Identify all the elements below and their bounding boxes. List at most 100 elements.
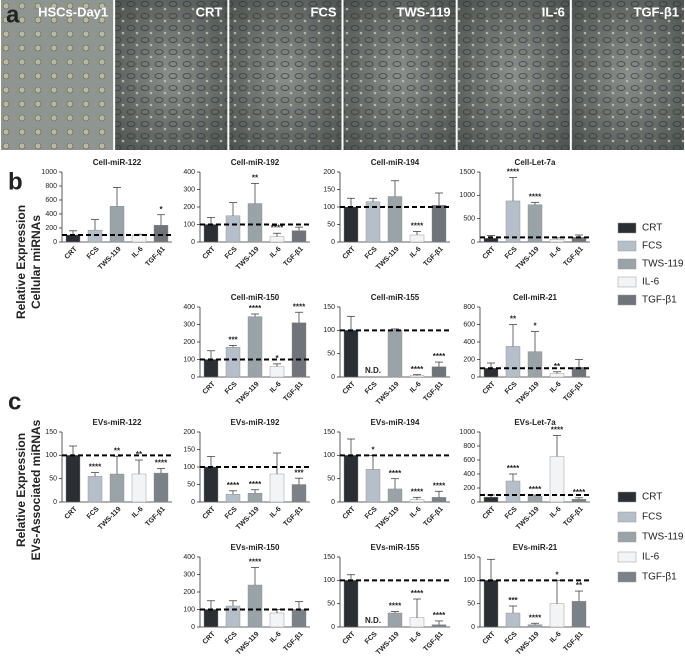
x-tick-label: TGF-β1 bbox=[562, 246, 584, 268]
bar bbox=[549, 238, 565, 243]
significance-label: **** bbox=[89, 463, 102, 472]
x-tick-label: FCS bbox=[504, 631, 519, 646]
x-tick-label: CRT bbox=[482, 505, 498, 521]
y-tick-label: 200 bbox=[183, 339, 195, 346]
y-tick-label: 0 bbox=[191, 624, 195, 631]
significance-label: **** bbox=[529, 192, 542, 201]
bar bbox=[269, 473, 285, 503]
x-tick-label: TWS-119 bbox=[375, 631, 401, 657]
legend-swatch bbox=[617, 240, 637, 252]
bar bbox=[225, 494, 241, 503]
bar bbox=[87, 476, 103, 503]
chart-title: EVs-miR-192 bbox=[231, 418, 280, 427]
bar bbox=[387, 612, 403, 628]
y-tick-label: 500 bbox=[463, 216, 475, 223]
bar bbox=[387, 330, 403, 378]
x-tick-label: CRT bbox=[202, 380, 218, 396]
x-tick-label: TGF-β1 bbox=[562, 506, 584, 528]
significance-label: * bbox=[533, 322, 537, 331]
y-tick-label: 600 bbox=[45, 197, 57, 204]
bar bbox=[527, 351, 543, 378]
x-tick-label: IL-6 bbox=[269, 506, 283, 520]
x-tick-label: FCS bbox=[86, 506, 101, 521]
bar bbox=[291, 609, 307, 628]
x-tick-label: FCS bbox=[504, 381, 519, 396]
y-tick-label: 400 bbox=[463, 339, 475, 346]
y-axis-label: Relative Expression bbox=[14, 205, 28, 319]
bar bbox=[203, 609, 219, 628]
x-tick-label: FCS bbox=[364, 381, 379, 396]
x-tick-label: TGF-β1 bbox=[562, 631, 584, 653]
legend-label: TGF-β1 bbox=[642, 295, 677, 306]
x-tick-label: FCS bbox=[224, 381, 239, 396]
significance-label: * bbox=[159, 205, 163, 214]
y-tick-label: 0 bbox=[331, 239, 335, 246]
bar bbox=[365, 469, 381, 503]
x-tick-label: IL-6 bbox=[409, 381, 423, 395]
y-tick-label: 300 bbox=[183, 571, 195, 578]
x-tick-label: TGF-β1 bbox=[282, 246, 304, 268]
x-tick-label: IL-6 bbox=[549, 506, 563, 520]
significance-label: **** bbox=[227, 481, 240, 490]
legend-label: TGF-β1 bbox=[642, 572, 677, 583]
bar bbox=[409, 375, 425, 378]
bar bbox=[483, 580, 499, 628]
bar bbox=[387, 488, 403, 503]
x-tick-label: FCS bbox=[364, 246, 379, 261]
legend-label: TWS-119 bbox=[642, 532, 684, 543]
y-tick-label: 50 bbox=[327, 351, 335, 358]
x-tick-label: TWS-119 bbox=[97, 506, 123, 532]
y-tick-label: 100 bbox=[183, 221, 195, 228]
micrograph-texture bbox=[1, 0, 114, 150]
legend-swatch bbox=[617, 511, 637, 523]
chart-title: Cell-Let-7a bbox=[515, 158, 556, 167]
bar bbox=[203, 224, 219, 243]
y-tick-label: 800 bbox=[463, 304, 475, 311]
x-tick-label: IL-6 bbox=[269, 246, 283, 260]
y-tick-label: 200 bbox=[463, 356, 475, 363]
legend-swatch bbox=[617, 491, 637, 503]
x-tick-label: IL-6 bbox=[131, 246, 145, 260]
x-tick-label: TWS-119 bbox=[375, 506, 401, 532]
significance-label: **** bbox=[249, 558, 262, 567]
bar bbox=[225, 215, 241, 243]
significance-label: **** bbox=[507, 168, 520, 177]
y-tick-label: 400 bbox=[45, 211, 57, 218]
x-tick-label: FCS bbox=[364, 506, 379, 521]
y-axis-label: EVs-Associated miRNAs bbox=[29, 419, 43, 560]
bar bbox=[505, 480, 521, 503]
significance-label: **** bbox=[249, 304, 262, 313]
x-tick-label: TWS-119 bbox=[515, 381, 541, 407]
bar bbox=[409, 499, 425, 503]
y-tick-label: 100 bbox=[45, 452, 57, 459]
y-tick-label: 50 bbox=[327, 476, 335, 483]
y-tick-label: 50 bbox=[187, 481, 195, 488]
chart-title: Cell-miR-194 bbox=[371, 158, 420, 167]
legend-swatch bbox=[617, 222, 637, 234]
x-tick-label: TGF-β1 bbox=[422, 381, 444, 403]
x-tick-label: TGF-β1 bbox=[282, 506, 304, 528]
bar bbox=[343, 206, 359, 243]
significance-label: ** bbox=[576, 581, 583, 590]
y-tick-label: 600 bbox=[463, 321, 475, 328]
bar bbox=[291, 230, 307, 243]
chart-title: EVs-miR-150 bbox=[231, 543, 280, 552]
image-label: HSCs-Day1 bbox=[38, 4, 108, 19]
bar bbox=[483, 238, 499, 243]
bar bbox=[505, 612, 521, 628]
y-tick-label: 1000 bbox=[459, 429, 475, 436]
x-tick-label: IL-6 bbox=[409, 246, 423, 260]
y-tick-label: 150 bbox=[183, 446, 195, 453]
y-tick-label: 1500 bbox=[459, 169, 475, 176]
y-tick-label: 200 bbox=[183, 204, 195, 211]
chart-title: Cell-miR-155 bbox=[371, 293, 420, 302]
bar bbox=[247, 203, 263, 243]
significance-label: N.D. bbox=[365, 366, 381, 375]
legend-swatch bbox=[617, 551, 637, 563]
x-tick-label: CRT bbox=[342, 380, 358, 396]
y-tick-label: 100 bbox=[323, 327, 335, 334]
legend-label: IL-6 bbox=[642, 277, 660, 288]
y-tick-label: 50 bbox=[327, 221, 335, 228]
x-tick-label: IL-6 bbox=[269, 381, 283, 395]
